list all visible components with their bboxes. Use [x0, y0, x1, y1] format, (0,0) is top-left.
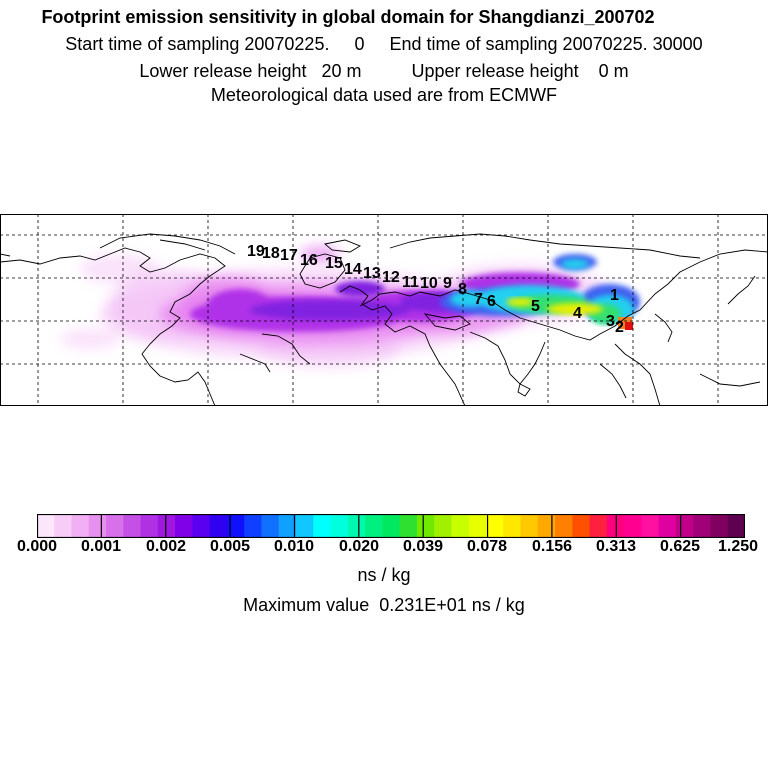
colorbar-swatch [330, 514, 349, 538]
colorbar-swatch [382, 514, 401, 538]
trajectory-label: 9 [443, 275, 452, 292]
colorbar-unit: ns / kg [357, 565, 411, 585]
colorbar-swatch [296, 514, 314, 538]
colorbar-tick: 0.002 [145, 538, 187, 555]
colorbar-swatch [106, 514, 124, 538]
colorbar-swatch [624, 514, 642, 538]
colorbar-swatch [485, 514, 504, 538]
colorbar-swatch [520, 514, 539, 538]
colorbar-swatch [140, 514, 159, 538]
release-heights: Lower release height 20 m Upper release … [139, 61, 629, 81]
colorbar-swatch [451, 514, 470, 538]
trajectory-label: 10 [420, 275, 438, 292]
trajectory-label: 6 [487, 293, 496, 310]
colorbar-tick: 0.005 [209, 538, 251, 555]
colorbar-swatch [261, 514, 280, 538]
colorbar-swatch [675, 514, 694, 538]
coastlines [0, 233, 768, 406]
colorbar-tick: 0.625 [659, 538, 701, 555]
colorbar-tick: 0.001 [80, 538, 122, 555]
colorbar-swatch [572, 514, 591, 538]
colorbar-swatch [365, 514, 383, 538]
colorbar-swatch [157, 514, 176, 538]
trajectory-label: 12 [382, 269, 400, 286]
trajectory-label: 16 [300, 252, 318, 269]
trajectory-label: 14 [344, 261, 362, 278]
colorbar-swatch [503, 514, 522, 538]
colorbar-swatch [537, 514, 556, 538]
colorbar-swatch [641, 514, 660, 538]
colorbar-swatch [589, 514, 608, 538]
colorbar-swatch [399, 514, 418, 538]
colorbar-swatch [37, 514, 55, 538]
colorbar-swatch [244, 514, 263, 538]
colorbar-swatch [347, 514, 366, 538]
colorbar-swatch [88, 514, 107, 538]
colorbar-swatch [192, 514, 211, 538]
trajectory-label: 4 [573, 305, 582, 322]
plume-core [618, 317, 633, 330]
colorbar-swatch [555, 514, 573, 538]
graticule [0, 214, 768, 406]
trajectory-label: 19 [247, 243, 265, 260]
trajectory-label: 2 [615, 319, 624, 336]
colorbar-swatch [123, 514, 142, 538]
trajectory-label: 13 [363, 265, 381, 282]
trajectory-label: 8 [458, 281, 467, 298]
plume-yellow [506, 298, 603, 315]
trajectory-label: 5 [531, 298, 540, 315]
trajectory-label: 18 [262, 245, 280, 262]
colorbar-swatch [658, 514, 677, 538]
met-data-source: Meteorological data used are from ECMWF [210, 85, 558, 105]
colorbar-swatch [226, 514, 245, 538]
colorbar-swatch [278, 514, 297, 538]
colorbar-swatch [434, 514, 453, 538]
trajectory-label: 3 [606, 313, 615, 330]
colorbar-swatch [727, 514, 745, 538]
maximum-value: Maximum value 0.231E+01 ns / kg [243, 595, 525, 615]
trajectory-label: 15 [325, 255, 343, 272]
colorbar-swatch [175, 514, 194, 538]
trajectory-label: 7 [474, 291, 483, 308]
trajectory-label: 11 [402, 274, 419, 291]
colorbar-tick: 0.156 [531, 538, 573, 555]
sampling-times: Start time of sampling 20070225. 0 End t… [65, 34, 703, 54]
trajectory-label: 1 [610, 287, 619, 304]
colorbar-swatch [693, 514, 712, 538]
colorbar-tick: 0.078 [466, 538, 508, 555]
colorbar-swatch [710, 514, 729, 538]
trajectory-labels: 19 18 17 16 15 14 13 12 11 10 9 8 7 6 5 … [247, 243, 624, 336]
colorbar-tick: 0.020 [338, 538, 380, 555]
colorbar-swatch [313, 514, 332, 538]
colorbar-tick: 0.039 [402, 538, 444, 555]
colorbar-tick: 0.000 [16, 538, 58, 555]
colorbar-tick: 1.250 [717, 538, 759, 555]
colorbar [37, 514, 745, 538]
plot-title: Footprint emission sensitivity in global… [41, 7, 655, 27]
colorbar-swatch [468, 514, 487, 538]
colorbar-tick: 0.010 [273, 538, 315, 555]
footprint-map: 19 18 17 16 15 14 13 12 11 10 9 8 7 6 5 … [0, 214, 768, 406]
colorbar-swatch [416, 514, 435, 538]
colorbar-swatch [209, 514, 228, 538]
colorbar-swatch [54, 514, 73, 538]
colorbar-swatch [71, 514, 90, 538]
colorbar-tick: 0.313 [595, 538, 637, 555]
trajectory-label: 17 [280, 247, 298, 264]
